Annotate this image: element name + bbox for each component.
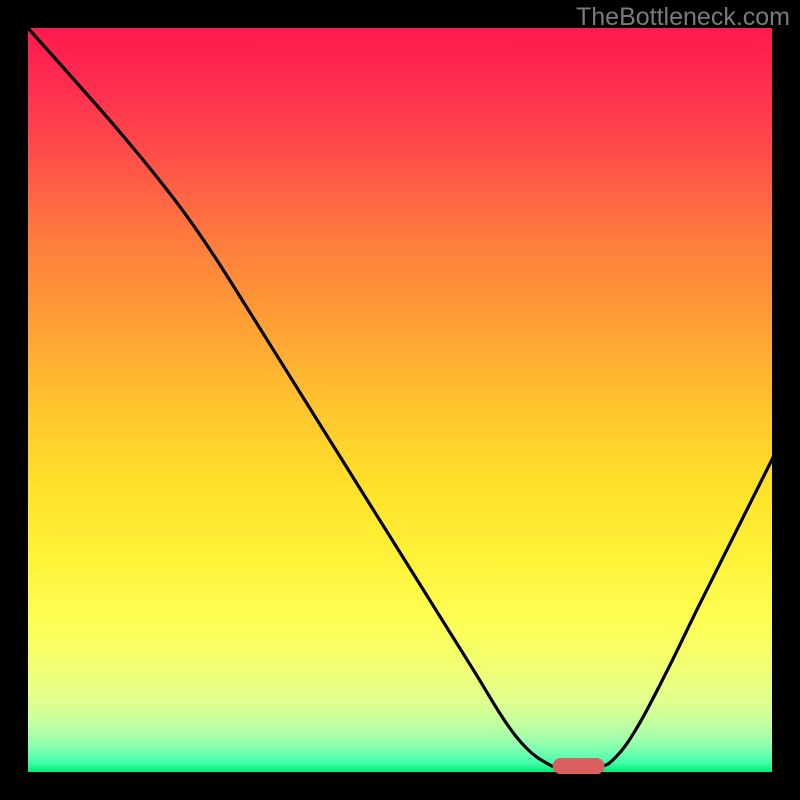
- watermark-text: TheBottleneck.com: [576, 3, 790, 32]
- bottleneck-chart: [0, 0, 800, 800]
- optimal-marker: [553, 758, 605, 774]
- plot-gradient: [28, 28, 772, 772]
- chart-container: { "source": { "watermark_text": "TheBott…: [0, 0, 800, 800]
